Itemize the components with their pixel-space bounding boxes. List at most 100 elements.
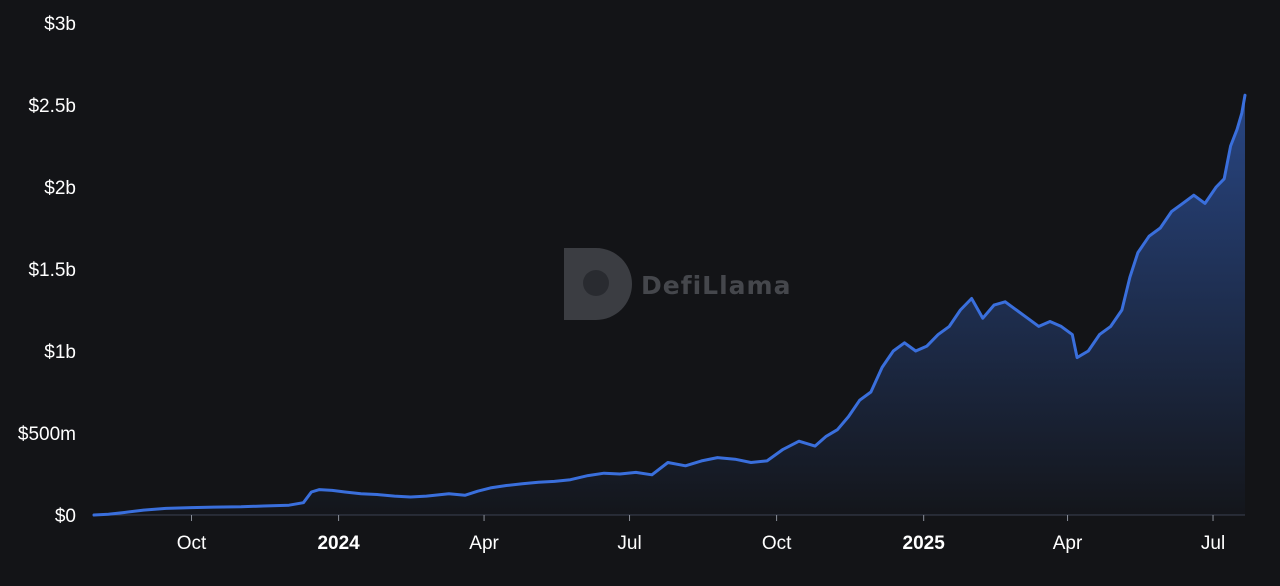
data-point — [733, 458, 737, 461]
data-point — [1048, 320, 1052, 323]
data-point — [1229, 144, 1232, 148]
data-point — [1087, 349, 1090, 353]
series-line — [92, 93, 1247, 517]
data-point — [781, 448, 785, 451]
data-point — [409, 495, 412, 499]
data-point — [813, 444, 817, 448]
y-tick-label: $2b — [44, 178, 76, 199]
data-point — [836, 428, 839, 431]
data-point — [1075, 356, 1079, 359]
x-tick-label: Jul — [1201, 533, 1225, 554]
data-point — [959, 308, 962, 312]
data-point — [1215, 185, 1218, 189]
data-point — [847, 415, 850, 418]
data-point — [447, 492, 451, 495]
data-point — [1015, 308, 1018, 312]
data-point — [634, 471, 638, 474]
x-tick-label: 2024 — [317, 533, 360, 554]
y-tick-label: $1.5b — [28, 260, 76, 281]
x-tick-label: Apr — [1053, 533, 1083, 554]
data-point — [287, 504, 291, 507]
data-point — [239, 505, 243, 508]
watermark: DefiLlama — [564, 248, 791, 320]
data-point — [164, 507, 168, 510]
y-tick-label: $1b — [44, 342, 76, 363]
data-point — [1192, 194, 1196, 197]
y-tick-label: $3b — [44, 14, 76, 35]
data-point — [1243, 94, 1247, 97]
data-point — [1240, 112, 1244, 115]
data-point — [684, 464, 687, 467]
data-point — [359, 492, 363, 495]
data-point — [700, 459, 703, 463]
data-point — [1128, 276, 1132, 279]
data-point — [569, 478, 572, 481]
data-point — [123, 511, 126, 514]
data-point — [765, 459, 769, 463]
data-point — [310, 490, 313, 494]
data-point — [1109, 325, 1112, 328]
series-area — [94, 95, 1245, 515]
data-point — [936, 333, 940, 336]
data-point — [970, 297, 973, 300]
data-point — [505, 484, 508, 487]
data-point — [463, 494, 467, 497]
data-point — [825, 435, 828, 438]
data-point — [302, 501, 305, 504]
y-tick-label: $500m — [18, 424, 76, 445]
data-point — [1147, 235, 1151, 238]
data-point — [869, 390, 873, 394]
data-point — [1235, 128, 1239, 131]
data-point — [858, 399, 861, 402]
data-point — [107, 513, 110, 516]
data-point — [914, 349, 917, 353]
data-point — [553, 480, 556, 483]
data-point — [1181, 202, 1184, 205]
data-point — [425, 494, 428, 498]
data-point — [262, 504, 265, 508]
data-point — [797, 440, 801, 443]
x-tick-label: Oct — [762, 533, 792, 554]
data-point — [716, 456, 719, 459]
data-point — [1136, 251, 1140, 254]
data-point — [1098, 333, 1101, 336]
data-point — [981, 317, 984, 320]
y-tick-label: $0 — [55, 506, 76, 527]
x-tick-label: Apr — [469, 533, 499, 554]
data-point — [602, 472, 606, 475]
y-tick-label: $2.5b — [28, 96, 76, 117]
data-point — [190, 506, 193, 509]
data-point — [1120, 308, 1124, 312]
data-point — [489, 486, 492, 490]
y-axis: $0 $500m $1b $1.5b $2b $2.5b $3b — [18, 14, 76, 527]
data-point — [749, 461, 753, 464]
data-point — [925, 344, 929, 348]
data-point — [618, 472, 622, 476]
data-point — [666, 461, 670, 464]
data-point — [537, 481, 540, 484]
x-tick-label: Oct — [177, 533, 207, 554]
data-point — [948, 325, 951, 328]
data-point — [521, 482, 524, 485]
data-point — [476, 490, 479, 493]
data-point — [393, 494, 396, 498]
data-point — [318, 488, 321, 491]
data-point — [1223, 177, 1226, 180]
data-point — [1004, 300, 1007, 303]
data-point — [892, 349, 895, 353]
data-point — [586, 474, 590, 477]
x-axis: Oct 2024 Apr Jul Oct 2025 Apr Jul — [94, 514, 1245, 554]
data-point — [880, 366, 884, 369]
data-point — [1071, 333, 1074, 336]
data-point — [212, 505, 216, 509]
data-point — [650, 473, 654, 476]
data-point — [1170, 210, 1173, 213]
watermark-text: DefiLlama — [641, 271, 791, 300]
data-point — [1026, 317, 1029, 320]
data-point — [1060, 325, 1063, 328]
llama-face-icon — [583, 270, 609, 296]
data-point — [375, 493, 379, 496]
data-point — [992, 303, 996, 307]
